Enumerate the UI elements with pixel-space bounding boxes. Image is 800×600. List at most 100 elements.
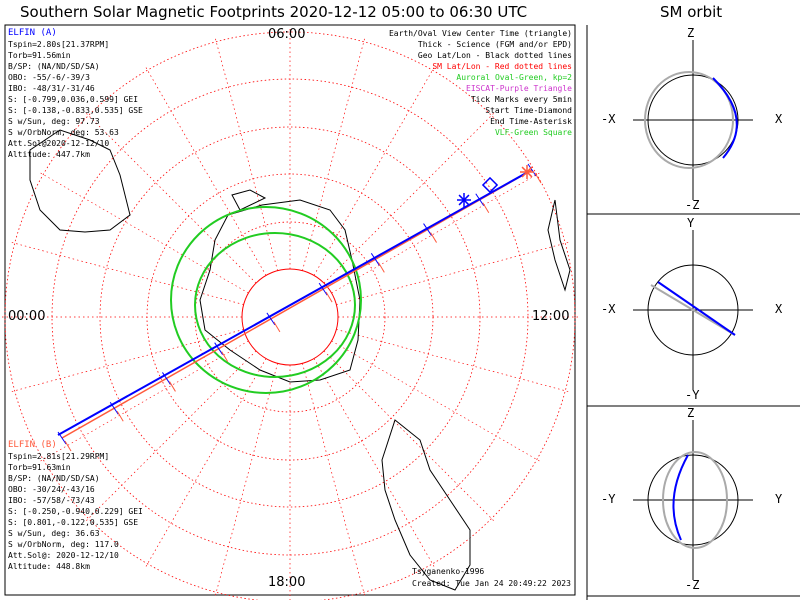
info-line: Torb=91.56min	[8, 51, 71, 60]
legend-item: Auroral Oval-Green, kp=2	[456, 73, 572, 82]
panel-label-top: Z	[687, 406, 695, 420]
antarctica-outline	[199, 189, 361, 383]
panel-label-right: X	[775, 302, 783, 316]
sm-grid	[0, 27, 580, 600]
elfin-b-info: ELFIN (B) Tspin=2.81s[21.29RPM] Torb=91.63…	[8, 440, 143, 572]
info-line: S: [-0.250,-0.940,0.229] GEI	[8, 507, 143, 516]
page-title: Southern Solar Magnetic Footprints 2020-…	[20, 3, 528, 21]
sm-lat-circle	[194, 221, 386, 413]
legend-item: SM Lat/Lon - Red dotted lines	[432, 62, 572, 71]
created-timestamp: Created: Tue Jan 24 20:49:22 2023	[412, 579, 571, 588]
orbit-b	[662, 451, 728, 549]
elfin-b-tick	[169, 381, 176, 392]
earth-circle	[647, 454, 739, 546]
info-line: S w/Sun, deg: 97.73	[8, 117, 100, 126]
sm-lon-line	[144, 358, 267, 569]
panel-label-bottom: -Y	[685, 388, 700, 402]
clock-label-bottom: 18:00	[268, 575, 306, 590]
info-line: B/SP: (NA/ND/SD/SA)	[8, 474, 100, 483]
panel-label-left: -Y	[601, 492, 616, 506]
south-america-outline	[381, 419, 471, 591]
end-asterisk-a	[457, 193, 471, 207]
info-line: S: [-0.138,-0.833,0.535] GSE	[8, 106, 143, 115]
sm-lat-circle	[99, 126, 481, 508]
info-line: Att.Sol@: 2020-12-12/10	[8, 551, 119, 560]
panel-label-right: X	[775, 112, 783, 126]
footprint-tracks	[57, 163, 542, 452]
elfin-a-tick	[423, 223, 432, 236]
orbit-panel-1	[633, 40, 753, 200]
earth-circle	[647, 264, 739, 356]
elfin-b-tick	[64, 440, 72, 452]
end-asterisk-b	[520, 165, 534, 179]
satellite-name: ELFIN (B)	[8, 440, 57, 450]
sm-lon-line	[336, 329, 571, 393]
elfin-b-tick	[325, 291, 333, 303]
elfin-a-tick	[370, 253, 380, 266]
australia-outline	[29, 129, 131, 233]
elfin-a-tick	[214, 342, 224, 355]
legend-item: Tick Marks every 5min	[470, 95, 572, 104]
start-diamond-a	[481, 176, 499, 194]
info-line: S: [-0.799,0.036,0.599] GEI	[8, 95, 139, 104]
elfin-a-tick	[527, 163, 537, 177]
sm-lon-line	[144, 65, 267, 276]
satellite-name: ELFIN (A)	[8, 28, 57, 38]
clock-label-left: 00:00	[8, 309, 46, 324]
model-credit: Tsyganenko-1996	[412, 567, 485, 576]
panel-label-top: Y	[687, 216, 695, 230]
clock-label-top: 06:00	[268, 27, 306, 42]
sm-lon-line	[302, 363, 366, 598]
legend-item: EISCAT-Purple Triangle	[466, 84, 572, 93]
sm-lon-line	[214, 363, 278, 598]
elfin-a-track	[57, 171, 529, 436]
info-line: OBO: -30/24/-43/16	[8, 485, 95, 494]
sm-lon-line	[9, 329, 244, 393]
elfin-b-tick	[221, 351, 229, 362]
info-line: S w/OrbNorm, deg: 53.63	[8, 128, 119, 137]
info-line: Altitude: 448.8km	[8, 562, 90, 571]
legend: Earth/Oval View Center Time (triangle) Th…	[380, 28, 572, 138]
oval-outer	[170, 206, 362, 394]
elfin-b-tick	[534, 172, 542, 184]
panel-label-left: -X	[601, 302, 616, 316]
sm-lon-line	[331, 171, 542, 294]
info-line: S w/OrbNorm, deg: 117.0	[8, 540, 119, 549]
panel-label-right: Y	[775, 492, 783, 506]
sm-lon-line	[336, 241, 571, 305]
info-line: OBO: -55/-6/-39/3	[8, 73, 90, 82]
elfin-a-tick	[266, 312, 276, 326]
legend-item: End Time-Asterisk	[490, 117, 572, 126]
orbit-panel-3	[633, 420, 753, 580]
orbit-a	[712, 77, 738, 159]
earth-circle	[647, 74, 739, 166]
sm-lat-circle	[4, 31, 576, 600]
elfin-a-tick	[475, 193, 485, 207]
legend-item: VLF-Green Square	[494, 128, 572, 137]
info-line: S: [0.801,-0.122,0.535] GSE	[8, 518, 139, 527]
info-line: Altitude: 447.7km	[8, 150, 90, 159]
orbit-b	[644, 71, 734, 169]
elfin-a-tick	[162, 372, 171, 385]
elfin-a-info: ELFIN (A) Tspin=2.80s[21.37RPM] Torb=91.56…	[8, 28, 143, 160]
sm-orbit-title: SM orbit	[660, 3, 723, 21]
sm-lon-line	[214, 36, 278, 271]
info-line: Torb=91.63min	[8, 463, 71, 472]
orbit-b	[650, 284, 736, 336]
legend-item: Thick - Science (FGM and/or EPD)	[417, 40, 572, 49]
info-line: B/SP: (NA/ND/SD/SA)	[8, 62, 100, 71]
sm-lon-line	[331, 340, 542, 463]
panel-label-left: -X	[601, 112, 616, 126]
info-line: IBO: -48/31/-31/46	[8, 84, 95, 93]
orbit-a	[657, 281, 736, 336]
elfin-a-tick	[57, 431, 67, 445]
sm-lon-line	[38, 171, 249, 294]
panel-label-top: Z	[687, 26, 695, 40]
info-line: Tspin=2.81s[21.29RPM]	[8, 452, 110, 461]
sm-lon-line	[323, 350, 496, 523]
africa-outline	[547, 199, 571, 292]
sm-lat-circle	[241, 268, 339, 366]
sm-orbit-panels	[633, 40, 753, 580]
legend-item: Start Time-Diamond	[485, 106, 572, 115]
